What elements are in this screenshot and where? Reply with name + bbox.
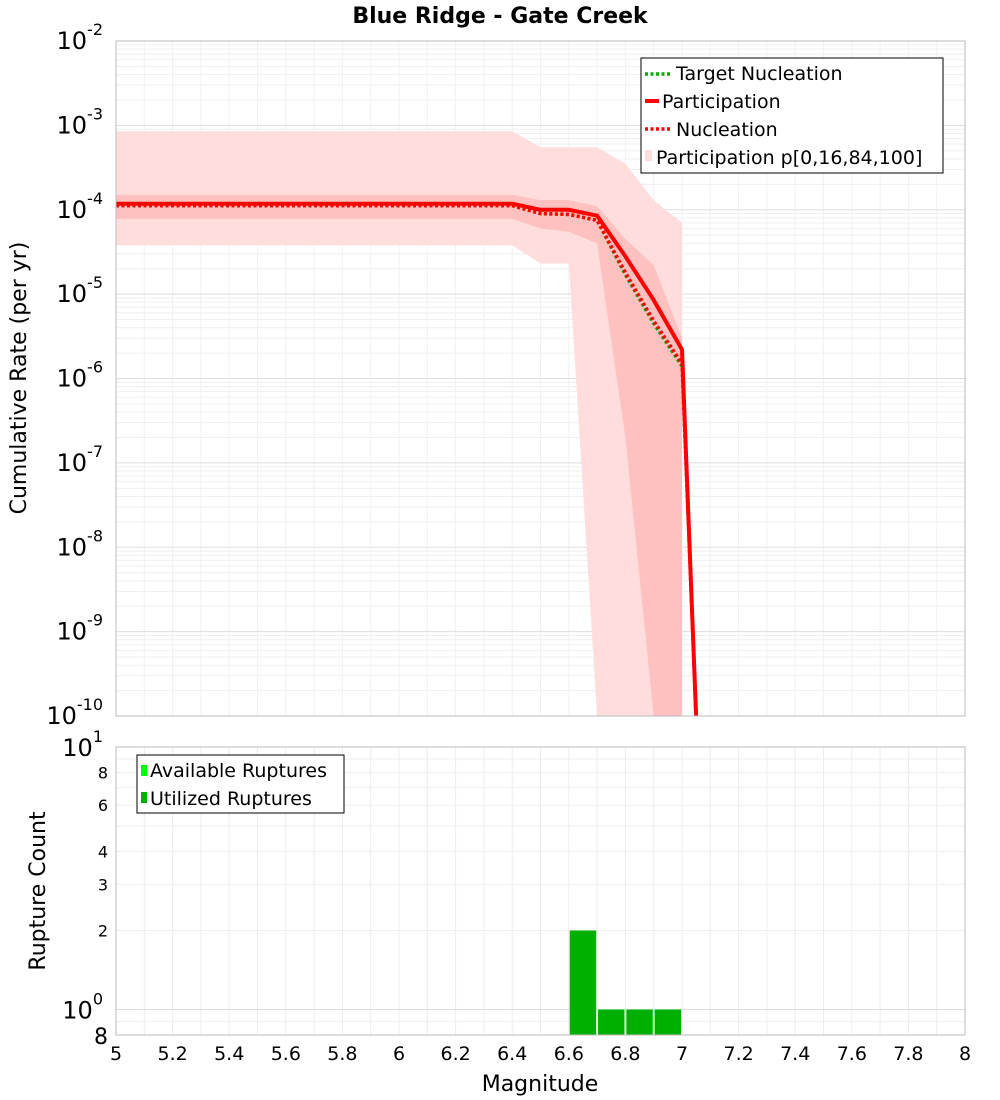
magnitude-x-tick-label: 5.2 [157,1043,187,1065]
magnitude-x-tick-label: 7.4 [780,1043,810,1065]
legend-label-nucleation: Nucleation [676,119,778,141]
rupture-y-tick-label: 2 [98,922,108,941]
magnitude-x-tick-labels: 5 5.2 5.4 5.6 5.8 6 6.2 6.4 6.6 6.8 7 7.2 7.4 7.6 7.8 8 [110,1043,971,1065]
rupture-legend-box [136,754,345,814]
participation-band-outer [116,131,682,717]
rate-y-tick-label: 10-3 [57,104,104,139]
chart-title: Blue Ridge - Gate Creek [352,4,649,29]
rate-legend-box [640,57,944,174]
magnitude-x-tick-label: 6 [393,1043,405,1065]
magnitude-x-tick-label: 6.6 [554,1043,584,1065]
rate-panel: 10-10 10-9 10-8 10-7 10-6 10-5 10-4 10-3 10-2 Cu… [7,20,966,730]
utilized-rupture-bar [569,930,597,1035]
rupture-y-tick-label: 101 [62,727,103,762]
rate-y-tick-label: 10-6 [57,358,104,393]
rate-y-tick-labels: 10-10 10-9 10-8 10-7 10-6 10-5 10-4 10-3 10-2 [46,20,103,730]
utilized-rupture-bar [654,1009,681,1035]
participation-band [116,131,682,717]
legend-swatch-utilized-ruptures [141,792,147,803]
legend-label-utilized-ruptures: Utilized Ruptures [150,788,312,810]
rate-lines [116,201,699,717]
rupture-y-tick-label: 8 [94,1025,108,1050]
legend-label-target-nucleation: Target Nucleation [675,63,843,85]
magnitude-x-tick-label: 5 [110,1043,122,1065]
rupture-plot-frame [115,746,966,1036]
rate-y-tick-label: 10-9 [57,611,104,646]
rate-y-tick-label: 10-5 [57,273,104,308]
magnitude-x-tick-label: 7 [676,1043,688,1065]
rate-y-axis-label: Cumulative Rate (per yr) [7,242,32,515]
rate-legend: Target Nucleation Participation Nucleati… [640,57,944,174]
utilized-rupture-bar [598,1009,625,1035]
magnitude-x-tick-label: 7.2 [723,1043,753,1065]
legend-label-available-ruptures: Available Ruptures [150,760,327,782]
magnitude-x-tick-label: 6.2 [440,1043,470,1065]
legend-label-participation-band: Participation p[0,16,84,100] [656,147,922,169]
rupture-y-axis-label: Rupture Count [26,811,51,971]
rupture-y-tick-label: 3 [98,875,108,894]
series-line-participation [116,201,699,717]
magnitude-x-axis-label: Magnitude [482,1072,599,1097]
magnitude-x-tick-label: 8 [959,1043,971,1065]
rupture-grid [115,746,966,1036]
rate-y-tick-label: 10-4 [57,189,104,224]
legend-swatch-available-ruptures [141,765,147,776]
legend-swatch-participation-band [645,150,652,161]
magnitude-x-tick-label: 5.4 [214,1043,244,1065]
rupture-y-tick-label: 4 [98,842,108,861]
rupture-y-tick-label: 8 [98,763,108,782]
magnitude-x-tick-label: 5.8 [327,1043,357,1065]
magnitude-x-tick-label: 7.8 [893,1043,923,1065]
participation-band-inner [116,194,682,716]
rupture-bars [569,930,681,1035]
rate-y-tick-label: 10-2 [57,20,104,55]
magnitude-x-tick-label: 6.8 [610,1043,640,1065]
rate-y-tick-label: 10-7 [57,442,104,477]
magnitude-x-tick-label: 6.4 [497,1043,527,1065]
magnitude-x-tick-label: 7.6 [837,1043,867,1065]
rate-plot-frame [115,40,966,717]
rupture-y-tick-label: 100 [62,990,103,1025]
magnitude-x-tick-label: 5.6 [271,1043,301,1065]
rate-y-tick-label: 10-8 [57,526,104,561]
legend-label-participation: Participation [662,91,781,113]
utilized-rupture-bar [626,1009,653,1035]
rupture-legend: Available Ruptures Utilized Ruptures [136,754,345,814]
rupture-y-tick-label: 6 [98,796,108,815]
rate-y-tick-label: 10-10 [46,695,103,730]
